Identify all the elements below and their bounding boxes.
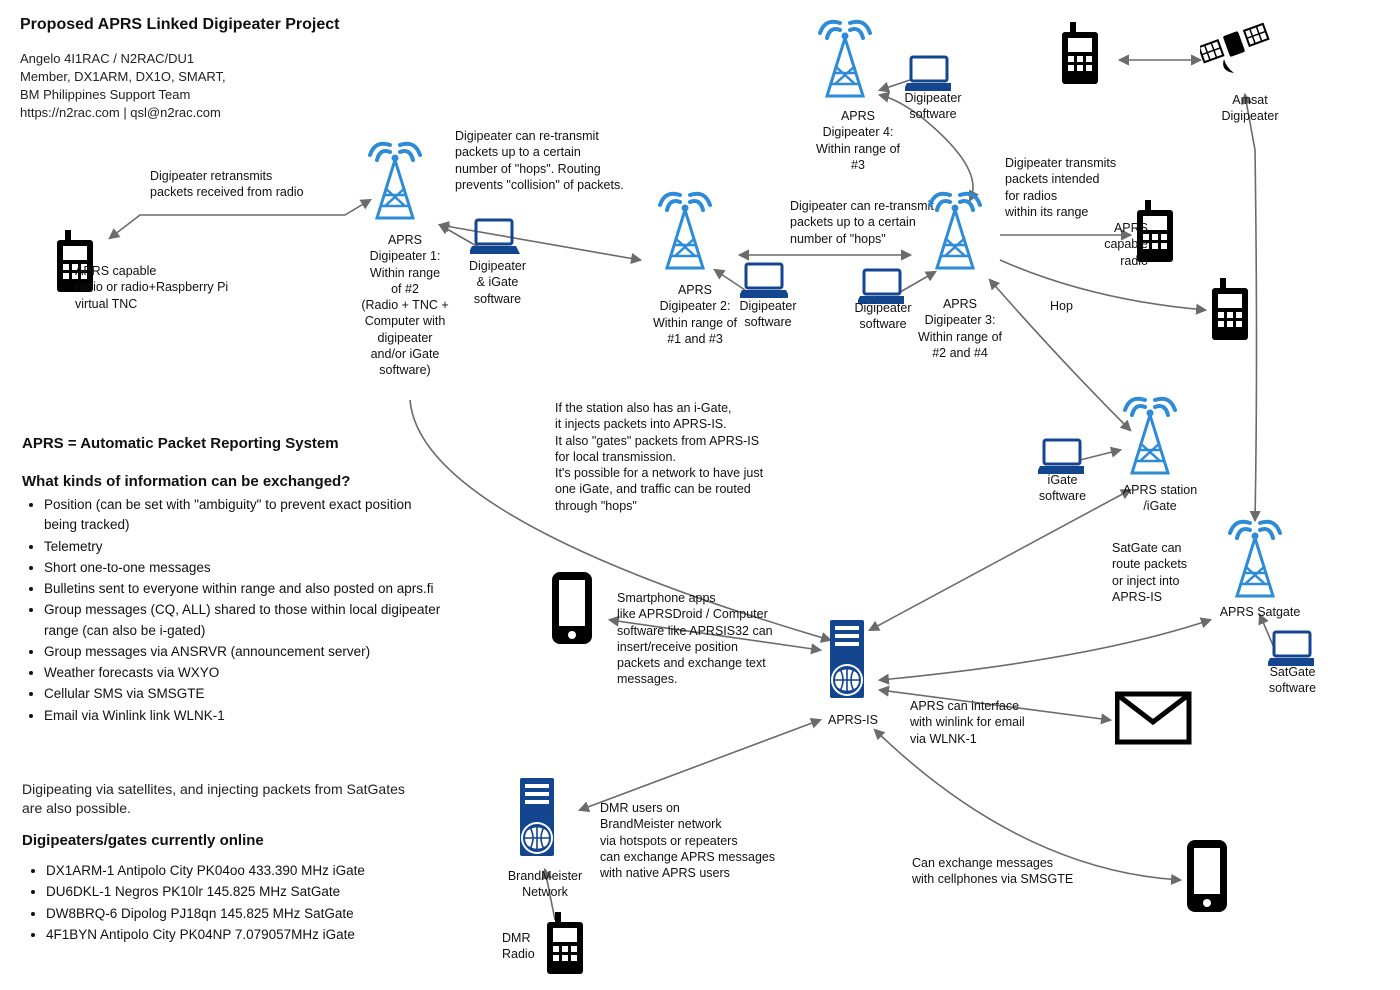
winlink-label: APRS can interface with winlink for emai… [910, 698, 1070, 747]
phone-icon [550, 570, 600, 655]
amsat-label: Amsat Digipeater [1210, 92, 1290, 125]
handheld-radio-icon [545, 912, 587, 976]
retx-label: Digipeater retransmits packets received … [150, 168, 350, 201]
satellite-icon [1200, 15, 1290, 85]
satgate-label: APRS Satgate [1205, 604, 1315, 620]
tower-icon [1120, 395, 1188, 483]
author-line1: Angelo 4I1RAC / N2RAC/DU1 [20, 50, 194, 68]
tower-icon [365, 140, 435, 230]
laptop-icon [1038, 438, 1084, 474]
dmr-label: DMR Radio [502, 930, 547, 963]
author-line4: https://n2rac.com | qsl@n2rac.com [20, 104, 221, 122]
radio-left-label: APRS capable radio or radio+Raspberry Pi… [75, 263, 275, 312]
digi1-label: APRS Digipeater 1: Within range of #2 (R… [355, 232, 455, 378]
page-title: Proposed APRS Linked Digipeater Project [20, 16, 339, 34]
list-item: DW8BRQ-6 Dipolog PJ18qn 145.825 MHz SatG… [46, 904, 466, 924]
right-tx-label: Digipeater transmits packets intended fo… [1005, 155, 1155, 220]
laptop4-label: Digipeater software [898, 90, 968, 123]
list-item: Email via Winlink link WLNK-1 [44, 706, 444, 726]
laptop1-label: Digipeater & iGate software [460, 258, 535, 307]
list-item: Position (can be set with "ambiguity" to… [44, 495, 444, 536]
sat-note: Digipeating via satellites, and injectin… [22, 780, 422, 818]
author-line3: BM Philippines Support Team [20, 86, 190, 104]
list-item: 4F1BYN Antipolo City PK04NP 7.079057MHz … [46, 925, 466, 945]
list-item: Weather forecasts via WXYO [44, 663, 444, 683]
list-item: Group messages (CQ, ALL) shared to those… [44, 600, 444, 641]
aprs-radio-r-label: APRS capable radio [1093, 220, 1148, 269]
hops-note: Digipeater can re-transmit packets up to… [455, 128, 645, 193]
smartphone-note: Smartphone apps like APRSDroid / Compute… [617, 590, 807, 688]
laptop-icon [905, 55, 951, 91]
aprs-def: APRS = Automatic Packet Reporting System [22, 435, 339, 452]
tower-icon [1225, 518, 1291, 604]
server-icon [830, 620, 872, 710]
laptop-icon [1268, 630, 1314, 666]
bm-note: DMR users on BrandMeister network via ho… [600, 800, 810, 881]
list-item: Group messages via ANSRVR (announcement … [44, 642, 444, 662]
satgate-note: SatGate can route packets or inject into… [1112, 540, 1212, 605]
tower-icon [655, 190, 725, 280]
exch-list: Position (can be set with "ambiguity" to… [22, 494, 444, 727]
list-item: Telemetry [44, 537, 444, 557]
list-item: Short one-to-one messages [44, 558, 444, 578]
digi3-label: APRS Digipeater 3: Within range of #2 an… [900, 296, 1020, 361]
list-item: Cellular SMS via SMSGTE [44, 684, 444, 704]
laptop-icon [470, 218, 522, 258]
laptop-icon [740, 262, 788, 300]
list-item: DX1ARM-1 Antipolo City PK04oo 433.390 MH… [46, 861, 466, 881]
digi4-label: APRS Digipeater 4: Within range of #3 [808, 108, 908, 173]
station-igate-label: APRS station /iGate [1110, 482, 1210, 515]
online-header: Digipeaters/gates currently online [22, 832, 264, 849]
laptop3-label: Digipeater software [848, 300, 918, 333]
hop-label: Hop [1050, 298, 1073, 314]
igate-sw-label: iGate software [1030, 472, 1095, 505]
tower-icon [815, 18, 885, 108]
phone-icon [1185, 838, 1235, 923]
laptop2-label: Digipeater software [733, 298, 803, 331]
bm-label: BrandMeister Network [500, 868, 590, 901]
online-list: DX1ARM-1 Antipolo City PK04oo 433.390 MH… [24, 860, 466, 946]
handheld-radio-icon [1210, 278, 1258, 350]
envelope-icon [1115, 688, 1195, 750]
igate-note: If the station also has an i-Gate, it in… [555, 400, 815, 514]
server-icon [520, 778, 562, 868]
aprsis-label: APRS-IS [818, 712, 888, 728]
author-line2: Member, DX1ARM, DX1O, SMART, [20, 68, 226, 86]
tower-icon [925, 190, 995, 280]
handheld-radio-icon [1060, 22, 1110, 97]
laptop-icon [858, 268, 904, 304]
smsgte-label: Can exchange messages with cellphones vi… [912, 855, 1112, 888]
list-item: Bulletins sent to everyone within range … [44, 579, 444, 599]
satgate-sw-label: SatGate software [1260, 664, 1325, 697]
list-item: DU6DKL-1 Negros PK10lr 145.825 MHz SatGa… [46, 882, 466, 902]
exch-header: What kinds of information can be exchang… [22, 473, 350, 490]
